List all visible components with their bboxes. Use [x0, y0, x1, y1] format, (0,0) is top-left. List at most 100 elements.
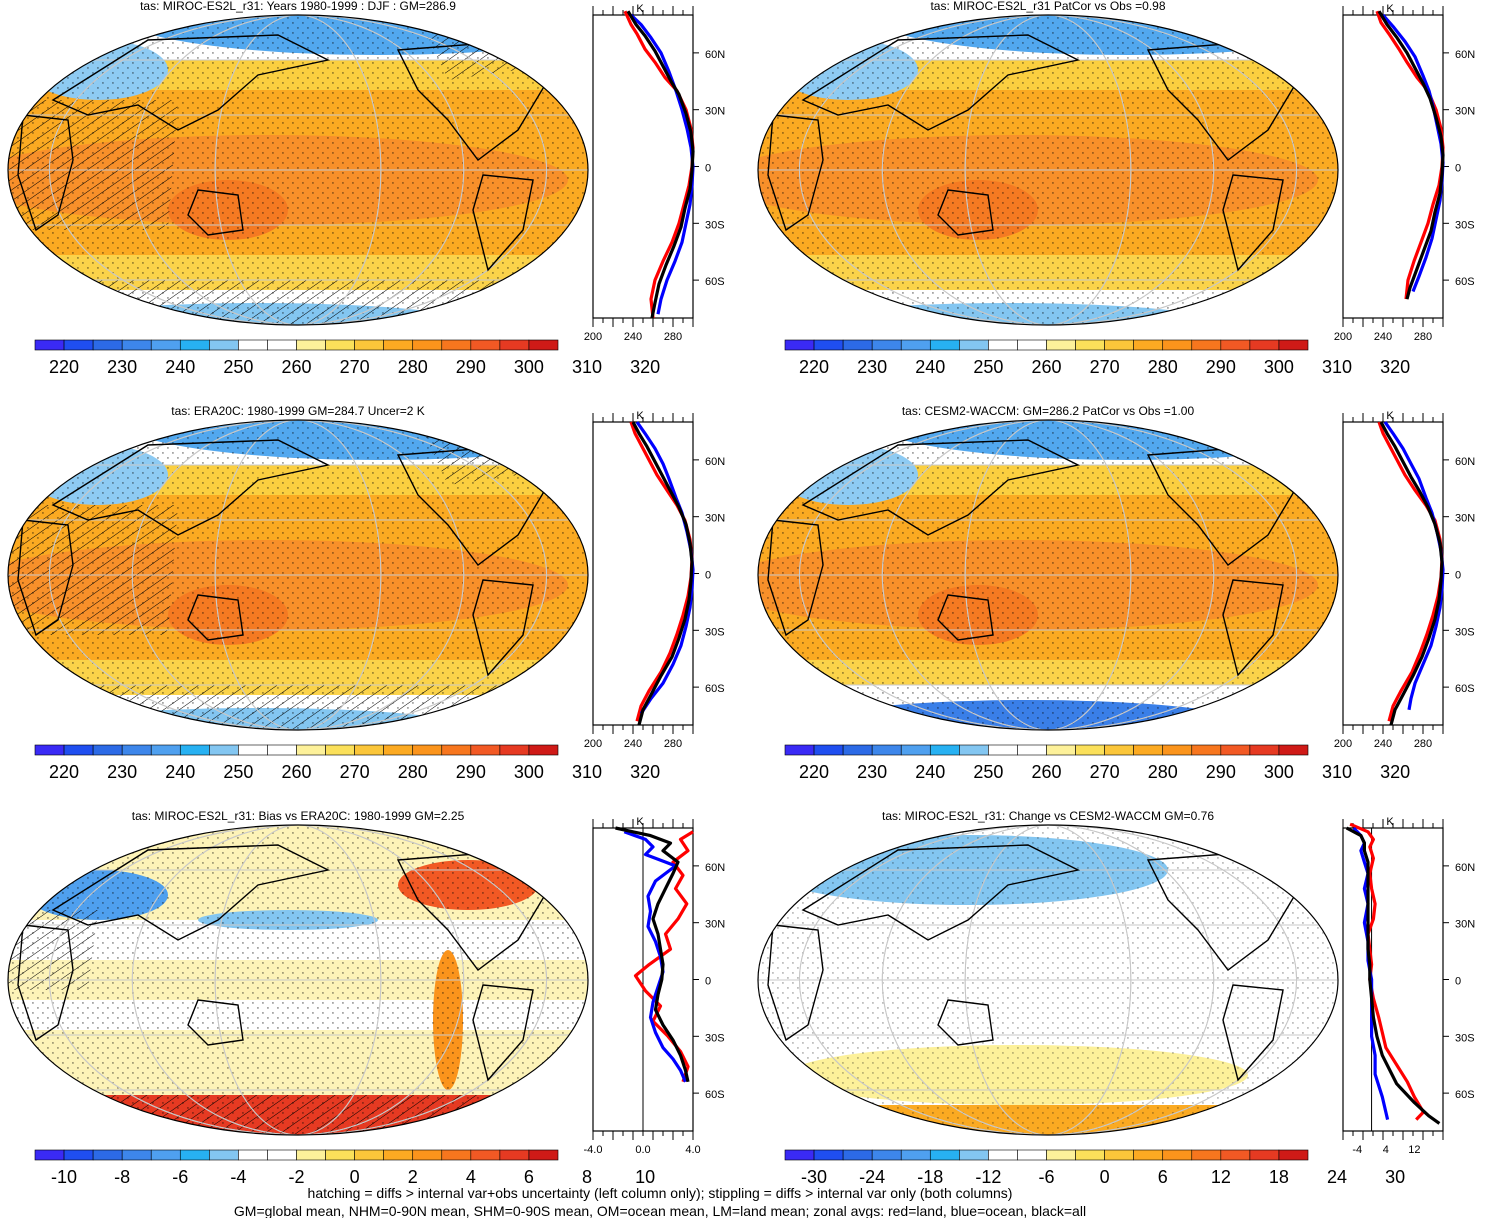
profile-ytick-label: 30S — [1455, 1032, 1475, 1044]
colorbar-label: 310 — [1322, 357, 1352, 377]
colorbar-box — [988, 744, 1018, 756]
australia-outline — [187, 999, 244, 1046]
colorbar-label: 270 — [1090, 357, 1120, 377]
map-field — [758, 15, 1338, 325]
profile-ytick-label: 30S — [705, 1032, 725, 1044]
hatching-south — [8, 685, 588, 730]
profile-ytick-label: 0 — [1455, 163, 1461, 175]
profile-xtick-label: 200 — [584, 738, 602, 750]
map-frame — [7, 824, 589, 1136]
colorbar-box — [1278, 744, 1309, 756]
map-field — [758, 825, 1338, 1135]
colorbar-label: 220 — [799, 357, 829, 377]
profile-xtick-label: -4.0 — [584, 1144, 603, 1156]
colorbar-box — [784, 339, 815, 351]
profile-ytick-label: 30S — [1455, 219, 1475, 231]
colorbar-label: -4 — [230, 1167, 246, 1187]
colorbar-box — [842, 339, 873, 351]
profile-xtick-label: 240 — [624, 331, 642, 343]
africa-outline — [767, 114, 824, 232]
colorbar-box — [34, 744, 65, 756]
colorbar-box — [1220, 744, 1251, 756]
footer-line-2: GM=global mean, NHM=0-90N mean, SHM=0-90… — [234, 1203, 1086, 1218]
profile-series-ocean — [623, 830, 687, 1083]
colorbar-label: 310 — [572, 357, 602, 377]
profile-series-land — [633, 830, 694, 1083]
colorbar-box — [988, 339, 1018, 351]
colorbar-box — [1075, 339, 1105, 351]
map-meridian — [798, 825, 1298, 1135]
profile-unit: K — [636, 3, 644, 15]
colorbar-box — [1017, 339, 1047, 351]
colorbar-label: 220 — [799, 762, 829, 782]
colorbar-box — [296, 1149, 326, 1161]
colorbar-box — [325, 339, 355, 351]
colorbar-box — [1075, 1149, 1105, 1161]
africa-outline — [17, 114, 74, 232]
australia-outline — [187, 189, 244, 236]
colorbar-box — [63, 1149, 94, 1161]
colorbar-box — [528, 339, 559, 351]
profile-xtick-label: 280 — [664, 738, 682, 750]
colorbar-label: -18 — [917, 1167, 943, 1187]
colorbar-box — [179, 1149, 210, 1161]
profile-xtick-label: 280 — [664, 331, 682, 343]
australia-outline — [187, 594, 244, 641]
profile-xtick-label: 280 — [1414, 738, 1432, 750]
profile-ytick-label: 0 — [1455, 570, 1461, 582]
colorbar-box — [988, 1149, 1018, 1161]
profile-ytick-label: 30N — [705, 106, 725, 118]
eurasia-outline — [801, 34, 1081, 131]
profile-series-all — [631, 421, 694, 726]
colorbar-box — [441, 339, 472, 351]
colorbar-box — [209, 744, 239, 756]
colorbar-box — [1162, 339, 1193, 351]
colorbar-label: 260 — [1031, 762, 1061, 782]
colorbar-box — [238, 1149, 268, 1161]
colorbar-label: 4 — [466, 1167, 476, 1187]
colorbar-box — [1278, 1149, 1309, 1161]
map-field — [8, 15, 588, 325]
colorbar-box — [150, 744, 181, 756]
colorbar-label: 8 — [582, 1167, 592, 1187]
colorbar-box — [1249, 339, 1280, 351]
map-meridian — [131, 420, 465, 730]
colorbar-label: -24 — [859, 1167, 885, 1187]
colorbar-label: 320 — [630, 762, 660, 782]
map-meridian — [964, 15, 1132, 325]
colorbar-box — [150, 1149, 181, 1161]
colorbar-box — [325, 744, 355, 756]
hatching-north — [418, 15, 588, 80]
hatching-west — [8, 100, 178, 230]
profile-ytick-label: 30S — [705, 219, 725, 231]
profile-ytick-label: 30S — [705, 626, 725, 638]
colorbar-label: 290 — [1206, 762, 1236, 782]
hatching-west — [8, 505, 178, 635]
map-meridian — [881, 420, 1215, 730]
map-frame — [757, 419, 1339, 731]
colorbar-box — [354, 1149, 384, 1161]
panel-title: tas: MIROC-ES2L_r31: Change vs CESM2-WAC… — [882, 809, 1214, 823]
australia-outline — [937, 189, 994, 236]
colorbar-label: 10 — [635, 1167, 655, 1187]
colorbar-box — [1133, 744, 1164, 756]
colorbar-label: 240 — [915, 357, 945, 377]
australia-outline — [937, 999, 994, 1046]
colorbar-box — [383, 1149, 414, 1161]
hatching-south — [8, 1095, 588, 1135]
colorbar-box — [1278, 339, 1309, 351]
panel-5: tas: MIROC-ES2L_r31: Bias vs ERA20C: 198… — [7, 809, 725, 1187]
colorbar-box — [1046, 339, 1076, 351]
colorbar-box — [1220, 339, 1251, 351]
profile-ytick-label: 30N — [705, 513, 725, 525]
colorbar-label: 320 — [1380, 762, 1410, 782]
profile-xtick-label: 4 — [1383, 1144, 1389, 1156]
colorbar-box — [470, 744, 501, 756]
map-meridian — [798, 15, 1298, 325]
colorbar-box — [1133, 1149, 1164, 1161]
profile-ytick-label: 60S — [705, 683, 725, 695]
map-meridian — [881, 825, 1215, 1135]
profile-series-land — [1349, 822, 1426, 1121]
colorbar-box — [267, 744, 297, 756]
profile-unit: K — [1386, 3, 1394, 15]
